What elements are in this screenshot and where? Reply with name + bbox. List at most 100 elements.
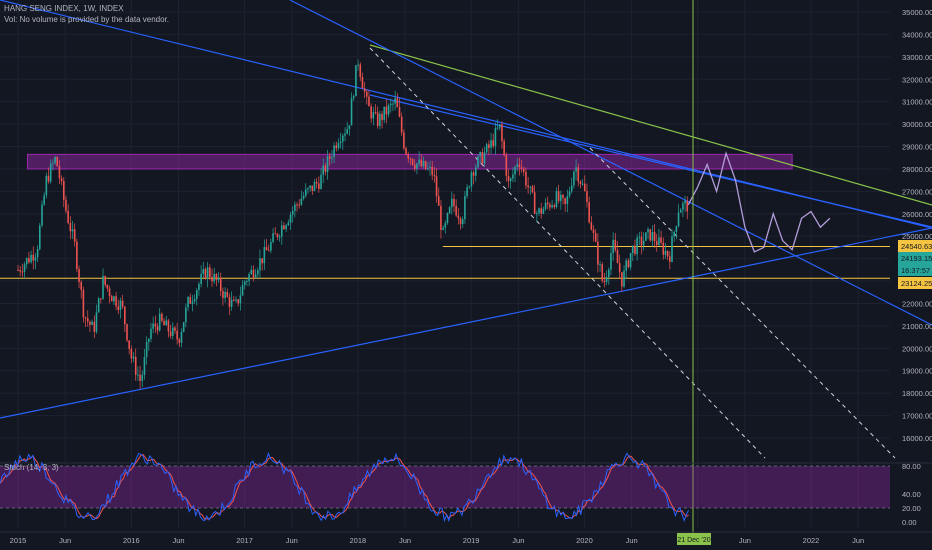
candle-body [359, 64, 362, 78]
candle-body [309, 185, 311, 189]
candle-body [89, 321, 91, 325]
candle-body [381, 113, 383, 121]
trendline-support[interactable] [0, 227, 932, 419]
candle-body [575, 167, 577, 172]
candle-body [394, 98, 396, 104]
candle-body [475, 167, 477, 176]
dashed-projection-1[interactable] [369, 47, 766, 459]
candle-body [651, 231, 654, 241]
candle-body [307, 188, 309, 190]
candle-body [237, 299, 239, 304]
candle-body [612, 239, 614, 254]
candle-body [679, 209, 682, 213]
candle-body [161, 313, 163, 321]
candle-body [91, 321, 93, 325]
candle-body [93, 321, 96, 332]
price-badge-label: 24540.63 [901, 242, 932, 251]
candle-body [152, 323, 154, 329]
time-tick-label: 2018 [350, 536, 367, 545]
candle-body [45, 175, 48, 196]
candle-body [440, 205, 442, 230]
candle-body [139, 374, 141, 381]
candle-body [274, 233, 277, 235]
candle-body [56, 157, 59, 167]
candle-body [102, 275, 104, 299]
candle-body [206, 267, 209, 279]
dashed-projection-2[interactable] [589, 147, 896, 459]
candle-body [618, 263, 621, 273]
candle-body [675, 226, 678, 232]
time-tick-label: 2022 [803, 536, 820, 545]
candle-body [104, 275, 106, 285]
candle-body [137, 374, 139, 376]
candle-body [599, 264, 601, 266]
candle-body [132, 356, 135, 359]
candle-body [39, 225, 41, 250]
candle-body [241, 285, 244, 296]
candle-body [405, 148, 407, 155]
candle-body [163, 320, 165, 326]
candle-body [427, 167, 429, 170]
time-tick-label: Jun [399, 536, 411, 545]
candle-body [313, 181, 316, 191]
price-tick-label: 19000.00 [902, 367, 932, 376]
candle-body [555, 191, 558, 208]
candle-body [562, 194, 564, 199]
grid [0, 0, 890, 528]
candle-body [496, 127, 499, 129]
trendline-channel-upper[interactable] [289, 0, 932, 326]
candle-body [610, 253, 612, 270]
candle-body [477, 156, 479, 168]
candle-body [119, 300, 122, 311]
candle-body [653, 231, 656, 242]
candle-body [442, 227, 444, 230]
stoch-k-line [0, 451, 690, 523]
date-marker-badge [677, 533, 711, 545]
candle-body [492, 140, 495, 146]
candle-body [289, 214, 292, 223]
candle-body [614, 239, 617, 251]
candle-body [361, 77, 364, 89]
candle-body [396, 98, 399, 108]
trendline-green[interactable] [369, 44, 932, 206]
candle-body [607, 269, 610, 278]
candle-body [62, 181, 65, 200]
candle-body [217, 277, 220, 280]
candle-body [673, 231, 675, 237]
time-tick-label: Jun [512, 536, 524, 545]
candle-body [525, 171, 527, 186]
trendline-mid[interactable] [369, 94, 932, 228]
candle-body [65, 199, 67, 211]
candle-body [437, 196, 440, 206]
candle-body [302, 195, 305, 199]
candle-body [542, 208, 545, 214]
candle-body [213, 274, 215, 282]
candle-body [257, 270, 259, 275]
candle-body [433, 175, 436, 177]
stoch-tick-label: 20.00 [902, 504, 921, 513]
price-badge [898, 277, 932, 289]
candle-body [444, 222, 447, 228]
candle-body [298, 204, 301, 206]
candle-body [655, 241, 658, 246]
projection-path[interactable] [687, 150, 831, 253]
candle-body [544, 202, 547, 209]
candle-body [195, 290, 198, 300]
candle-body [514, 166, 516, 175]
price-badge-label: 16:37:57 [901, 266, 930, 275]
candle-body [182, 322, 185, 332]
candle-body [335, 145, 338, 149]
candle-body [167, 320, 170, 332]
candle-body [54, 157, 56, 163]
candle-body [324, 165, 327, 172]
candle-body [370, 106, 372, 119]
candle-body [625, 260, 628, 271]
candle-body [383, 106, 386, 121]
candle-body [455, 205, 457, 216]
candle-body [494, 128, 497, 146]
candle-body [669, 256, 671, 262]
candle-body [311, 185, 314, 191]
candle-body [566, 196, 569, 204]
candle-body [185, 307, 187, 323]
